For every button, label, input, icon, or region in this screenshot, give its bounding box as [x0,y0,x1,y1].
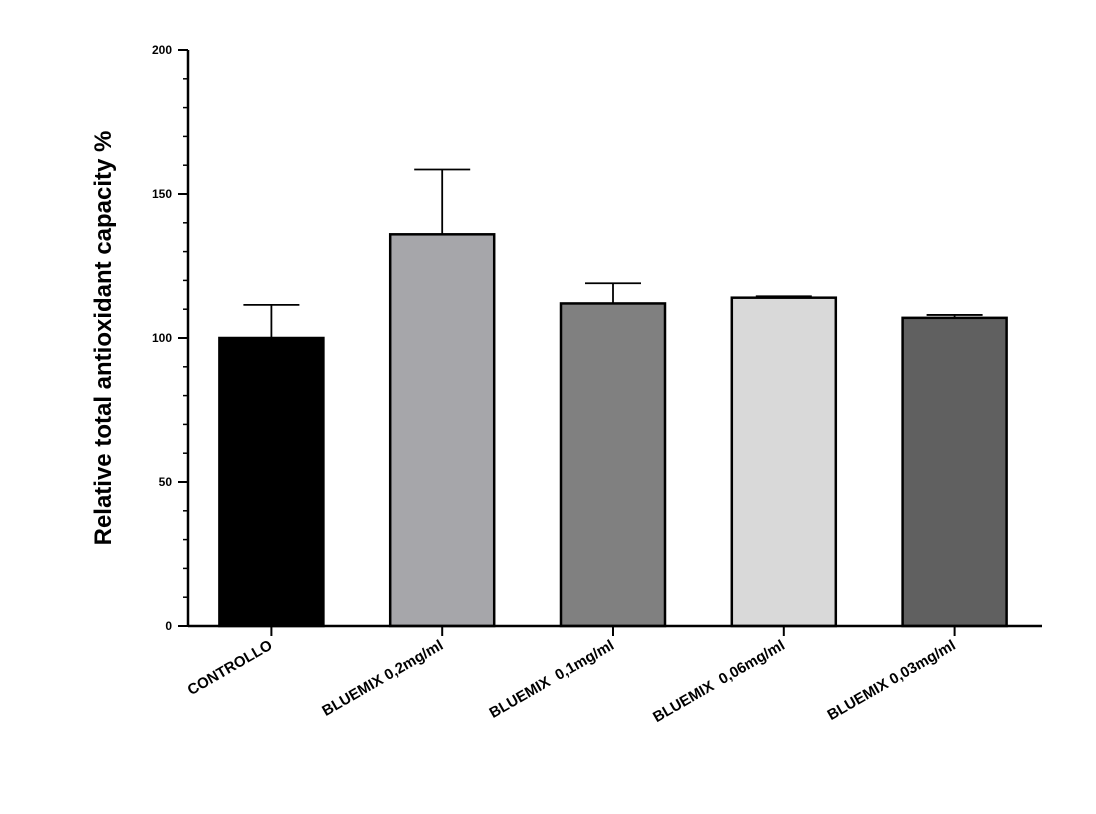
y-tick-label: 200 [152,43,172,57]
bar [218,336,325,628]
error-bars [243,168,983,338]
bar [559,302,667,628]
x-tick-label: CONTROLLO [185,637,276,699]
x-tick-label: BLUEMIX 0,1mg/ml [487,637,617,722]
x-tick-label: BLUEMIX 0,2mg/ml [319,637,446,720]
bar [388,233,496,628]
x-tick-label: BLUEMIX 0,06mg/ml [650,637,788,726]
y-tick-label: 50 [159,475,173,489]
y-tick-label: 0 [165,619,172,633]
x-tick-label: BLUEMIX 0,03mg/ml [824,637,958,724]
bar [730,296,838,628]
y-tick-label: 150 [152,187,172,201]
y-axis: 0 50 100 150 200 [152,43,190,633]
y-axis-label: Relative total antioxidant capacity % [90,131,117,546]
bar [901,316,1008,628]
x-axis: CONTROLLO BLUEMIX 0,2mg/ml BLUEMIX 0,1mg/m… [185,624,1042,726]
y-tick-label: 100 [152,331,172,345]
